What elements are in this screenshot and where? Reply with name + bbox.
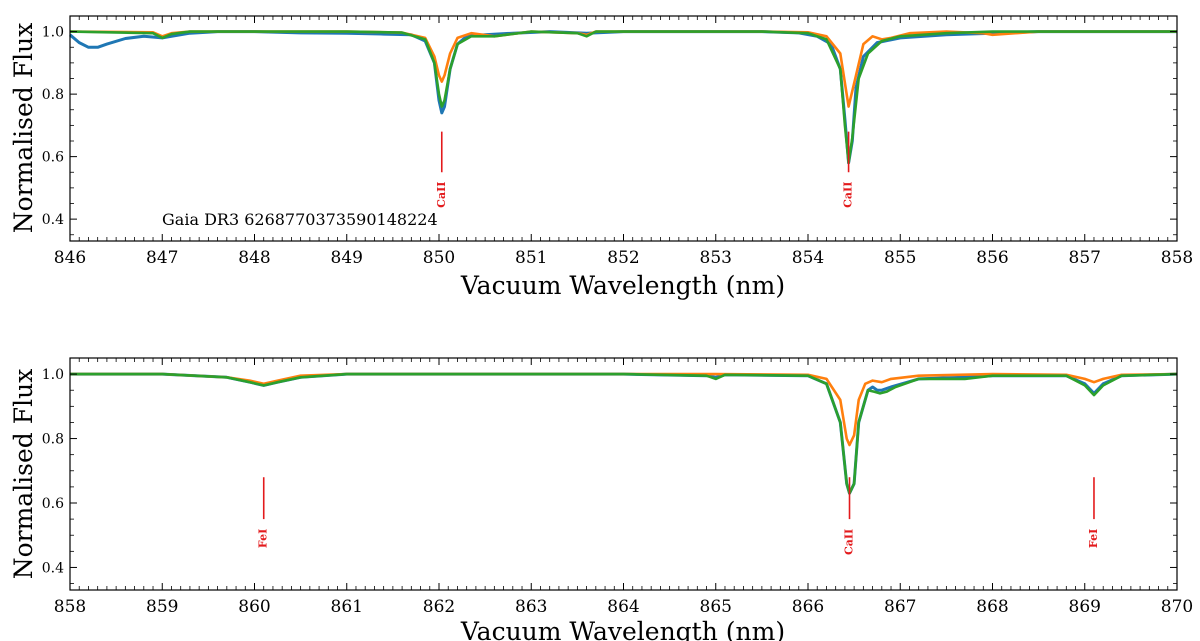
top-x-tick-label: 852	[607, 248, 639, 268]
bottom-series-model-b	[70, 372, 1178, 495]
bottom-series-layer	[70, 372, 1178, 495]
top-series-observed	[69, 30, 1177, 165]
top-y-axis-title: Normalised Flux	[9, 23, 38, 234]
top-x-tick-label: 854	[792, 248, 824, 268]
top-x-tick-label: 847	[146, 248, 178, 268]
top-star-annotation: Gaia DR3 6268770373590148224	[162, 210, 438, 229]
bottom-x-tick-label: 869	[1069, 597, 1101, 617]
top-series-model-a	[69, 30, 1177, 108]
top-marker-label-caii-1: CaII	[842, 182, 855, 208]
bottom-marker-label-fei-0: FeI	[257, 529, 270, 548]
bottom-x-tick-label: 859	[146, 597, 178, 617]
bottom-y-axis-title: Normalised Flux	[9, 369, 38, 580]
bottom-marker-label-caii-1: CaII	[843, 529, 856, 555]
top-x-tick-label: 856	[976, 248, 1008, 268]
bottom-series-model-a	[70, 372, 1178, 447]
top-series-model-b	[69, 30, 1177, 165]
bottom-y-tick-label: 0.6	[42, 496, 64, 512]
bottom-x-tick-label: 864	[607, 597, 639, 617]
top-marker-label-caii-0: CaII	[435, 182, 448, 208]
top-x-tick-label: 851	[515, 248, 547, 268]
bottom-x-tick-label: 858	[54, 597, 86, 617]
top-spectrum-panel: CaII CaII 846 847 848 849 850 851 852 853 854 855 8…	[9, 15, 1193, 300]
bottom-marker-label-fei-2: FeI	[1087, 529, 1100, 548]
bottom-x-tick-label: 866	[792, 597, 824, 617]
top-y-tick-label: 0.8	[42, 87, 64, 103]
top-x-tick-label: 855	[884, 248, 916, 268]
bottom-plot-frame	[69, 357, 1178, 591]
bottom-y-tick-label: 1.0	[42, 367, 64, 383]
bottom-x-tick-label: 865	[700, 597, 732, 617]
top-series-layer	[69, 30, 1177, 165]
top-y-tick-label: 1.0	[42, 25, 64, 41]
bottom-x-tick-label: 870	[1161, 597, 1193, 617]
top-x-tick-label: 857	[1069, 248, 1101, 268]
bottom-line-markers: FeI CaII FeI	[257, 477, 1100, 555]
top-x-axis-title: Vacuum Wavelength (nm)	[460, 271, 785, 300]
top-x-tick-label: 850	[423, 248, 455, 268]
bottom-x-tick-label: 860	[238, 597, 270, 617]
top-y-tick-label: 0.4	[42, 212, 64, 228]
top-plot-frame	[69, 15, 1178, 242]
top-axis-ticks: 846 847 848 849 850 851 852 853 854 855 856 857 858 0…	[42, 16, 1193, 268]
bottom-x-tick-label: 863	[515, 597, 547, 617]
bottom-x-tick-label: 868	[976, 597, 1008, 617]
top-line-markers: CaII CaII	[435, 131, 855, 208]
top-x-tick-label: 848	[238, 248, 270, 268]
bottom-spectrum-panel: FeI CaII FeI 858 859 860 861 862 863 864 865 866 86…	[9, 357, 1193, 641]
top-x-tick-label: 858	[1161, 248, 1193, 268]
bottom-y-tick-label: 0.8	[42, 432, 64, 448]
top-x-tick-label: 849	[331, 248, 363, 268]
bottom-x-tick-label: 861	[331, 597, 363, 617]
top-x-tick-label: 853	[700, 248, 732, 268]
bottom-series-observed	[70, 372, 1178, 495]
top-y-tick-label: 0.6	[42, 150, 64, 166]
bottom-axis-ticks: 858 859 860 861 862 863 864 865 866 867 868 869 870 0…	[42, 358, 1193, 617]
top-x-tick-label: 846	[54, 248, 86, 268]
bottom-y-tick-label: 0.4	[42, 560, 64, 576]
bottom-x-axis-title: Vacuum Wavelength (nm)	[460, 617, 785, 641]
bottom-x-tick-label: 867	[884, 597, 916, 617]
bottom-x-tick-label: 862	[423, 597, 455, 617]
